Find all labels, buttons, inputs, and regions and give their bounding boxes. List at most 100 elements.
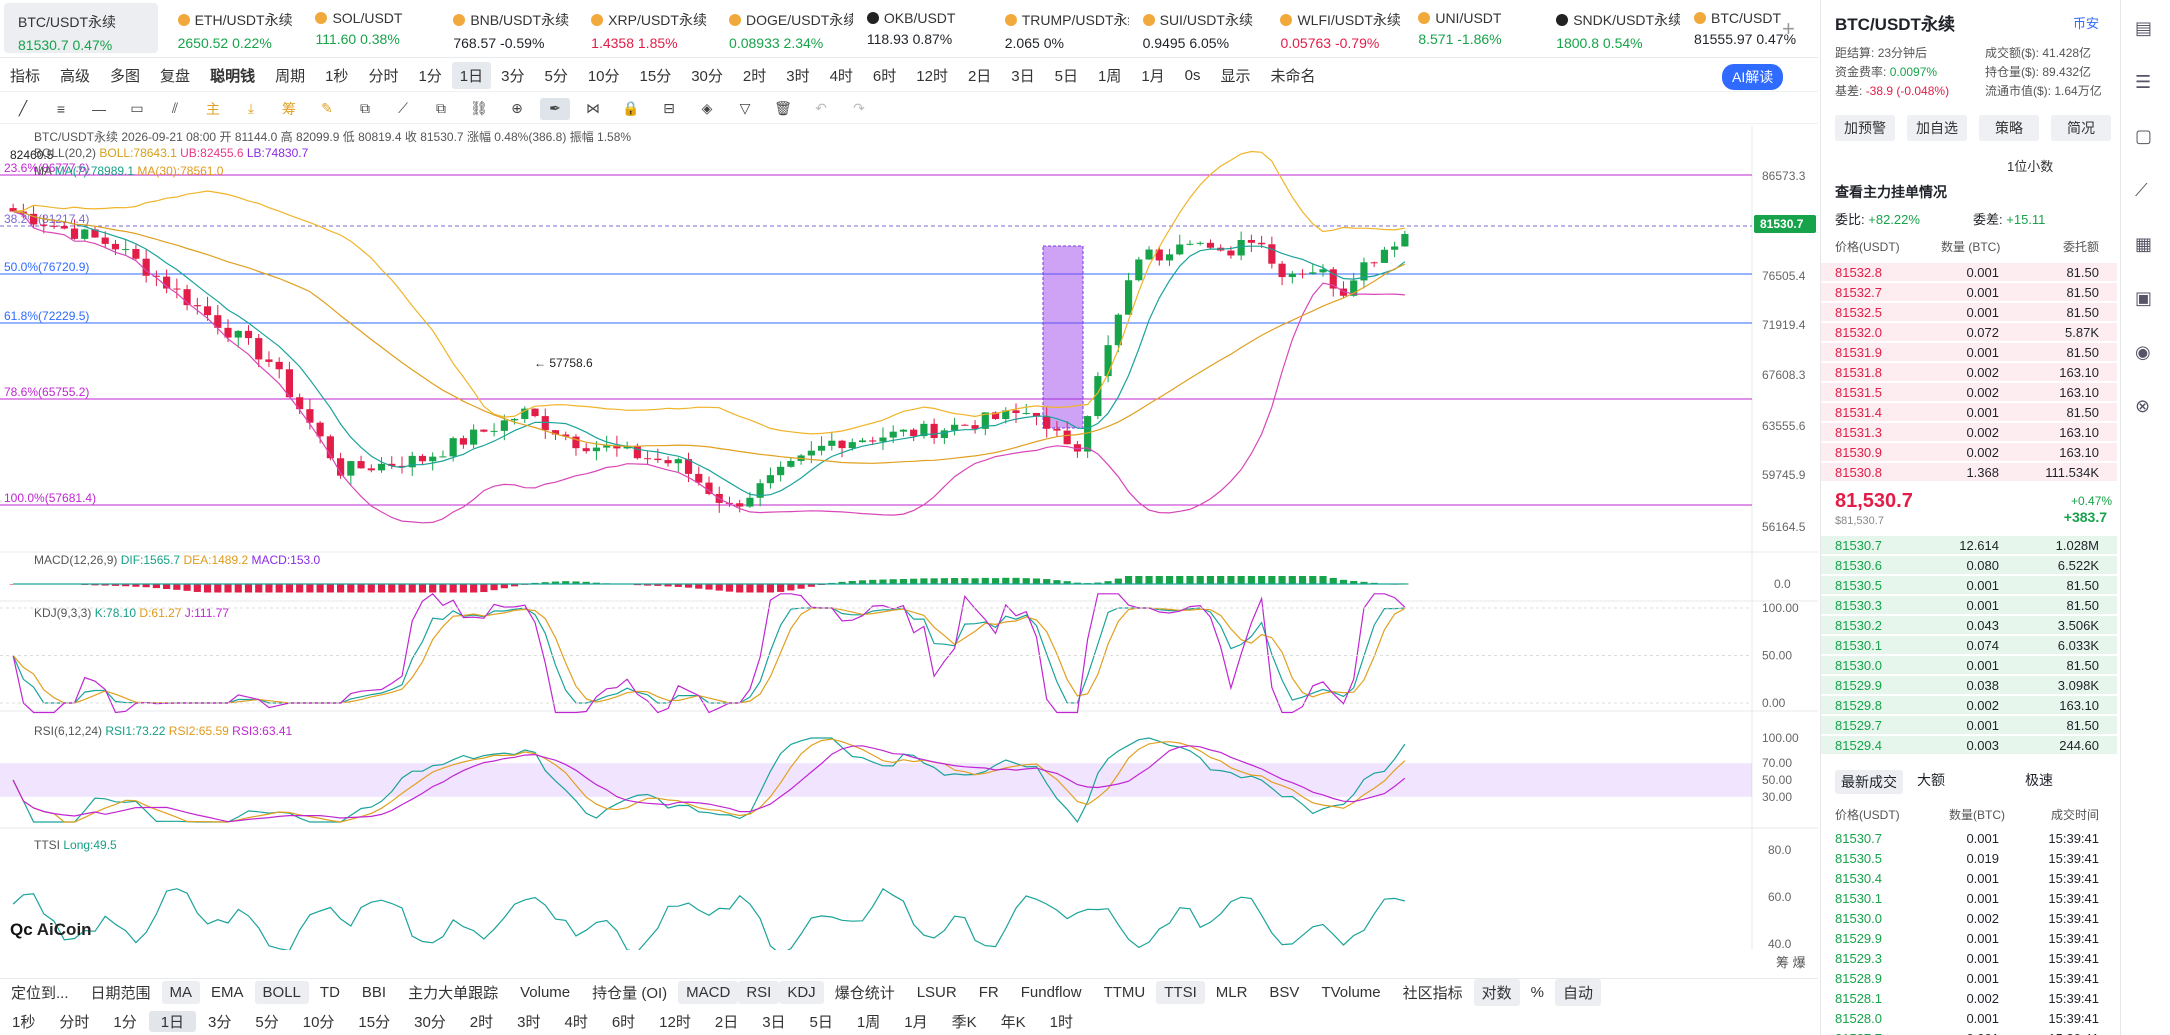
toolbar-item[interactable]: 10分: [587, 68, 620, 85]
toolbar-item[interactable]: 3分: [501, 68, 525, 85]
trend-line-icon[interactable]: ╱: [18, 100, 28, 116]
exchange-select[interactable]: 币安: [2073, 16, 2100, 31]
measure-icon[interactable]: ⧉: [360, 100, 370, 116]
toolbar-item[interactable]: 15分: [639, 68, 672, 85]
ticker-tab[interactable]: XRP/USDT永续 1.4358 1.85%: [577, 0, 715, 58]
lock-icon[interactable]: 🔒: [622, 100, 640, 116]
trades-tab[interactable]: 大额: [1917, 772, 1945, 788]
orderbook-row[interactable]: 81531.9 0.001 81.50: [1821, 342, 2117, 362]
orderbook-row[interactable]: 81530.3 0.001 81.50: [1821, 595, 2117, 615]
indicator-item[interactable]: 主力大单跟踪: [408, 985, 499, 1002]
brush-icon[interactable]: ✎: [321, 100, 333, 116]
orderbook-row[interactable]: 81532.8 0.001 81.50: [1821, 262, 2117, 282]
toolbar-item[interactable]: 周期: [275, 68, 306, 85]
indicator-item[interactable]: EMA: [211, 984, 244, 1001]
panel-button[interactable]: 加预警: [1835, 115, 1895, 141]
undo-icon[interactable]: ↶: [815, 100, 827, 116]
indicator-item[interactable]: LSUR: [916, 984, 957, 1001]
toolbar-item[interactable]: 显示: [1220, 68, 1251, 85]
period-item[interactable]: 季K: [951, 1013, 977, 1031]
orderbook-col-header[interactable]: 委托额: [2062, 240, 2099, 254]
fib-icon[interactable]: 主: [206, 100, 220, 117]
orderbook-row[interactable]: 81530.0 0.002 15:39:41: [1821, 908, 2117, 928]
stats-icon[interactable]: ▦: [2135, 234, 2153, 254]
orderbook-row[interactable]: 81532.5 0.001 81.50: [1821, 302, 2117, 322]
orderbook-row[interactable]: 81529.9 0.038 3.098K: [1821, 675, 2117, 695]
filter-icon[interactable]: ▽: [739, 100, 751, 116]
link-icon[interactable]: ⛓: [470, 100, 488, 116]
period-item[interactable]: 1时: [1049, 1013, 1073, 1031]
add-tab-button[interactable]: +: [1782, 16, 1795, 41]
ray-icon[interactable]: —: [92, 100, 106, 117]
ticker-tab[interactable]: BTC/USDT 81555.97 0.47%: [1680, 0, 1818, 58]
redo-icon[interactable]: ↷: [853, 100, 865, 116]
magnet-icon[interactable]: ⊕: [511, 100, 523, 116]
toolbar-item[interactable]: 0s: [1184, 67, 1201, 84]
ticker-tab[interactable]: OKB/USDT 118.93 0.87%: [853, 0, 991, 58]
chart-icon[interactable]: ⟋: [2135, 180, 2148, 200]
list-icon[interactable]: ☰: [2135, 72, 2152, 92]
indicator-item[interactable]: TTMU: [1103, 984, 1146, 1001]
trades-tab[interactable]: 最新成交: [1835, 770, 1903, 794]
indicator-item[interactable]: BBI: [361, 984, 387, 1001]
orderbook-col-header[interactable]: 价格(USDT): [1835, 240, 1900, 254]
period-item[interactable]: 1分: [113, 1013, 137, 1031]
period-item[interactable]: 6时: [611, 1013, 636, 1031]
toolbar-item[interactable]: 12时: [916, 68, 948, 85]
panel-button[interactable]: 加自选: [1907, 115, 1967, 141]
toolbar-item[interactable]: 6时: [872, 68, 897, 85]
toolbar-item[interactable]: 1周: [1097, 68, 1122, 85]
orderbook-row[interactable]: 81531.5 0.002 163.10: [1821, 382, 2117, 402]
orderbook-row[interactable]: 81529.7 0.001 81.50: [1821, 715, 2117, 735]
rect-icon[interactable]: ▭: [130, 100, 144, 116]
toolbar-item[interactable]: 4时: [829, 68, 853, 85]
main-orders-link[interactable]: 查看主力挂单情况: [1835, 184, 1947, 200]
indicator-item[interactable]: MLR: [1215, 984, 1248, 1001]
orderbook-row[interactable]: 81528.0 0.001 15:39:41: [1821, 1008, 2117, 1028]
orderbook-row[interactable]: 81531.8 0.002 163.10: [1821, 362, 2117, 382]
layout-icon[interactable]: ▤: [2135, 18, 2153, 38]
period-item[interactable]: 3时: [517, 1013, 541, 1031]
toolbar-item[interactable]: 1月: [1141, 68, 1165, 85]
toolbar-item[interactable]: 复盘: [160, 68, 191, 85]
ticker-tab[interactable]: UNI/USDT 8.571 -1.86%: [1404, 0, 1542, 58]
period-item[interactable]: 5日: [809, 1013, 833, 1031]
indicator-item[interactable]: BOLL: [254, 981, 309, 1004]
ruler-icon[interactable]: ⟋: [398, 100, 408, 116]
orderbook-row[interactable]: 81530.4 0.001 15:39:41: [1821, 868, 2117, 888]
orderbook-row[interactable]: 81532.0 0.072 5.87K: [1821, 322, 2117, 342]
period-item[interactable]: 年K: [1000, 1013, 1026, 1031]
indicator-item[interactable]: Volume: [520, 984, 571, 1001]
ai-analysis-button[interactable]: AI解读: [1722, 64, 1784, 90]
toolbar-item[interactable]: 指标: [10, 68, 41, 85]
orderbook-col-header[interactable]: 数量 (BTC): [1941, 240, 2001, 254]
orderbook-row[interactable]: 81530.0 0.001 81.50: [1821, 655, 2117, 675]
orderbook-row[interactable]: 81530.8 1.368 111.534K: [1821, 462, 2117, 482]
ticker-tab[interactable]: WLFI/USDT永续 0.05763 -0.79%: [1266, 0, 1404, 58]
period-item[interactable]: 4时: [564, 1013, 588, 1031]
orderbook-row[interactable]: 81530.2 0.043 3.506K: [1821, 615, 2117, 635]
pitchfork-icon[interactable]: ⤓: [247, 100, 255, 116]
toolbar-item[interactable]: 2日: [967, 68, 992, 85]
toolbar-item[interactable]: 多图: [110, 68, 141, 85]
trades-tab[interactable]: 极速: [2025, 772, 2053, 788]
orderbook-row[interactable]: 81530.1 0.001 15:39:41: [1821, 888, 2117, 908]
toolbar-item[interactable]: 1日: [451, 62, 492, 89]
trash-icon[interactable]: 🗑: [774, 100, 792, 116]
device-icon[interactable]: ▢: [2135, 126, 2153, 146]
indicator-item[interactable]: TTSI: [1156, 981, 1205, 1004]
ticker-tab[interactable]: DOGE/USDT永续 0.08933 2.34%: [715, 0, 853, 58]
ticker-tab[interactable]: SUI/USDT永续 0.9495 6.05%: [1129, 0, 1267, 58]
orderbook-row[interactable]: 81530.6 0.080 6.522K: [1821, 555, 2117, 575]
period-item[interactable]: 1月: [904, 1013, 928, 1031]
channel-icon[interactable]: ⫽: [171, 100, 179, 116]
toolbar-item[interactable]: 分时: [368, 68, 399, 85]
indicator-item[interactable]: Fundflow: [1020, 984, 1082, 1001]
indicator-item[interactable]: MA: [161, 981, 201, 1004]
ticker-tab[interactable]: BTC/USDT永续 81530.7 0.47%: [4, 3, 158, 53]
period-item[interactable]: 10分: [302, 1013, 335, 1031]
toolbar-item[interactable]: 5分: [544, 68, 568, 85]
orderbook-row[interactable]: 81529.3 0.001 15:39:41: [1821, 948, 2117, 968]
orderbook-row[interactable]: 81530.7 0.001 15:39:41: [1821, 828, 2117, 848]
